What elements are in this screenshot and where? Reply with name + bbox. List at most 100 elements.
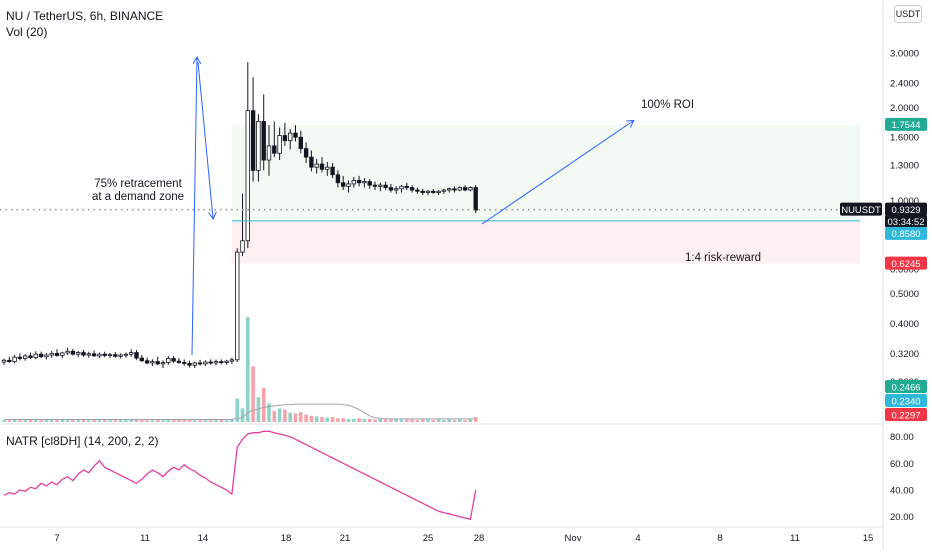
candle: [452, 186, 457, 193]
candle-body-down: [219, 361, 224, 363]
candle-body-down: [420, 190, 425, 193]
candle: [192, 361, 197, 368]
volume-bar: [293, 413, 298, 422]
candle-body-down: [91, 353, 97, 357]
candle: [181, 359, 187, 366]
last-price-tag: 0.9329: [885, 202, 927, 216]
volume-bar: [208, 420, 213, 422]
candle: [160, 360, 166, 368]
volume-bar: [155, 419, 160, 422]
volume-bar: [108, 420, 112, 422]
candle-body-up: [65, 350, 70, 354]
time-tick-label: Nov: [565, 533, 582, 544]
candle: [250, 77, 256, 182]
volume-bar: [458, 419, 462, 422]
countdown-tag-bg: [885, 214, 927, 228]
candle: [166, 355, 171, 365]
time-tick-label: 21: [340, 533, 351, 544]
volume-bar: [203, 420, 208, 422]
stop-price-tag-bg: [885, 256, 927, 270]
candle-body-up: [49, 352, 54, 356]
candle: [399, 185, 404, 193]
candle: [155, 356, 160, 366]
volume-bar: [267, 403, 271, 422]
candle-body-down: [383, 184, 388, 188]
candle-body-down: [473, 187, 478, 211]
candle: [91, 350, 97, 357]
candle-body-up: [203, 361, 208, 365]
candle: [7, 356, 12, 363]
candle: [383, 181, 388, 191]
candle: [118, 353, 123, 359]
time-tick-label: 14: [198, 533, 209, 544]
volume-bar: [28, 419, 33, 422]
volume-bar: [431, 420, 436, 422]
candle-body-up: [287, 132, 293, 142]
volume-bar: [34, 420, 38, 422]
candle-body-up: [399, 185, 404, 190]
candle-body-down: [388, 187, 394, 191]
candle-body-up: [213, 361, 219, 364]
countdown-tag: 03:34:52: [885, 214, 927, 228]
candle: [70, 348, 76, 356]
chart-title: NU / TetherUS, 6h, BINANCE: [6, 9, 164, 23]
symbol-tag: NUUSDT: [840, 202, 882, 216]
target-arrow: [481, 121, 633, 225]
candle: [441, 188, 447, 194]
candle-body-down: [70, 350, 76, 355]
price-tick-label: 1.3000: [890, 161, 919, 172]
volume-bar: [129, 419, 133, 422]
candle-body-up: [76, 352, 81, 355]
volume-bar: [357, 418, 361, 422]
candle-body-down: [340, 182, 346, 187]
candle: [372, 181, 378, 191]
candle: [33, 351, 38, 360]
candle-body-down: [54, 352, 60, 356]
candle-body-up: [277, 135, 282, 154]
candle: [303, 142, 309, 164]
price-tick-label: 0.6000: [890, 264, 919, 275]
candle-body-up: [229, 359, 235, 362]
candle: [128, 349, 134, 357]
candle-body-down: [187, 362, 192, 366]
volume-bar: [55, 420, 59, 422]
natr-tick-label: 60.00: [890, 459, 914, 470]
price-tick-label: 2.0000: [890, 103, 919, 114]
candle-body-up: [107, 354, 113, 357]
candle-body-up: [256, 121, 261, 171]
volume-bar: [198, 420, 202, 422]
vol-mid-tag: 0.2340: [885, 394, 927, 407]
currency-button[interactable]: USDT: [894, 5, 922, 23]
candle-body-down: [17, 356, 23, 359]
candle-body-up: [44, 354, 49, 358]
volume-bar: [18, 420, 22, 422]
entry-price-tag: 0.8580: [885, 226, 927, 240]
candle: [107, 352, 113, 359]
overlay-lines: [0, 208, 883, 222]
candle: [309, 150, 314, 172]
candle-body-down: [139, 357, 144, 362]
volume-bar: [410, 419, 414, 422]
volume-bar: [336, 418, 340, 422]
candle-body-down: [452, 188, 457, 191]
candle: [81, 350, 86, 357]
vol-high-tag-bg: [885, 380, 927, 393]
candle: [44, 352, 49, 360]
candle-body-down: [303, 148, 309, 158]
volume-bar: [230, 419, 234, 422]
candle-body-up: [118, 354, 123, 357]
candle: [97, 352, 102, 359]
candles[interactable]: [1, 62, 478, 368]
candle: [197, 359, 203, 366]
time-tick-label: 15: [863, 533, 874, 544]
candle: [340, 175, 346, 191]
candle-body-up: [123, 353, 129, 356]
symbol-tag-bg: [840, 202, 882, 216]
volume-bar: [177, 420, 181, 422]
candle: [266, 125, 272, 176]
candle-body-up: [325, 166, 330, 170]
candle-body-down: [409, 187, 415, 191]
